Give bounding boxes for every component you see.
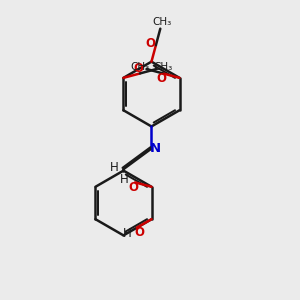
Text: H: H (123, 227, 131, 240)
Text: O: O (157, 72, 167, 85)
Text: O: O (129, 181, 139, 194)
Text: H: H (110, 161, 118, 174)
Text: CH₃: CH₃ (153, 62, 172, 72)
Text: O: O (134, 62, 143, 75)
Text: H: H (120, 173, 129, 186)
Text: O: O (146, 37, 156, 50)
Text: N: N (150, 142, 161, 155)
Text: CH₃: CH₃ (130, 62, 150, 72)
Text: CH₃: CH₃ (152, 17, 172, 27)
Text: O: O (134, 226, 144, 239)
